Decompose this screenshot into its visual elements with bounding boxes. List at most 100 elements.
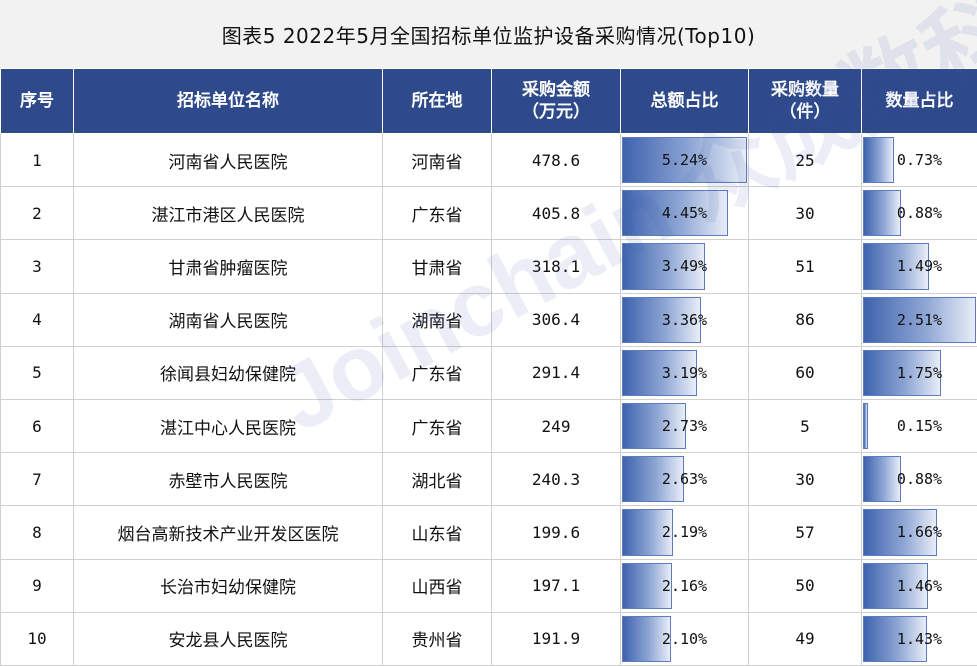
header-quantity-share: 数量占比	[861, 68, 977, 134]
header-index: 序号	[0, 68, 74, 134]
table-row: 10 安龙县人民医院 贵州省 191.9 2.10% 49 1.43%	[0, 611, 977, 666]
bar-label: 3.36%	[661, 310, 708, 329]
cell-amount: 240.3	[491, 452, 621, 507]
cell-quantity-share: 0.15%	[861, 398, 977, 454]
data-bar	[622, 562, 673, 609]
bar-label: 1.49%	[896, 257, 943, 276]
bar-label: 2.10%	[661, 629, 708, 648]
cell-quantity: 57	[748, 505, 862, 560]
bar-label: 0.73%	[896, 151, 943, 170]
cell-hospital-name: 甘肃省肿瘤医院	[73, 239, 383, 294]
cell-amount-share: 2.73%	[620, 398, 749, 454]
data-bar	[622, 615, 671, 662]
cell-location: 广东省	[382, 345, 492, 400]
cell-amount-share: 2.19%	[620, 505, 749, 560]
cell-index: 3	[0, 239, 74, 294]
cell-amount-share: 2.16%	[620, 558, 749, 613]
data-bar	[863, 562, 928, 609]
header-name: 招标单位名称	[73, 68, 383, 134]
data-bar	[863, 349, 942, 396]
data-bar	[863, 243, 930, 290]
cell-amount: 197.1	[491, 558, 621, 613]
data-bar	[622, 349, 698, 396]
header-row: 序号 招标单位名称 所在地 采购金额 （万元） 总额占比 采购数量 （件） 数量…	[0, 68, 977, 134]
cell-quantity: 5	[748, 398, 862, 454]
cell-quantity: 30	[748, 452, 862, 507]
table-title-bar: 图表5 2022年5月全国招标单位监护设备采购情况(Top10)	[0, 0, 977, 68]
bar-label: 1.46%	[896, 576, 943, 595]
cell-amount: 291.4	[491, 345, 621, 400]
cell-amount: 306.4	[491, 292, 621, 347]
data-bar	[622, 243, 705, 290]
cell-hospital-name: 河南省人民医院	[73, 132, 383, 188]
cell-quantity: 30	[748, 186, 862, 241]
cell-index: 2	[0, 186, 74, 241]
cell-location: 贵州省	[382, 611, 492, 666]
cell-amount: 199.6	[491, 505, 621, 560]
cell-hospital-name: 湖南省人民医院	[73, 292, 383, 347]
data-bar	[622, 456, 684, 503]
cell-quantity-share: 0.88%	[861, 452, 977, 507]
cell-location: 湖北省	[382, 452, 492, 507]
cell-hospital-name: 长治市妇幼保健院	[73, 558, 383, 613]
cell-location: 山西省	[382, 558, 492, 613]
data-bar	[622, 402, 687, 450]
data-bar	[863, 296, 976, 343]
cell-amount-share: 3.19%	[620, 345, 749, 400]
cell-location: 广东省	[382, 398, 492, 454]
bar-label: 2.73%	[661, 417, 708, 436]
cell-amount-share: 5.24%	[620, 132, 749, 188]
cell-quantity: 86	[748, 292, 862, 347]
cell-quantity: 50	[748, 558, 862, 613]
header-quantity: 采购数量 （件）	[748, 68, 862, 134]
cell-quantity-share: 1.66%	[861, 505, 977, 560]
bar-label: 2.16%	[661, 576, 708, 595]
cell-hospital-name: 徐闻县妇幼保健院	[73, 345, 383, 400]
bar-label: 1.75%	[896, 363, 943, 382]
table-row: 5 徐闻县妇幼保健院 广东省 291.4 3.19% 60 1.75%	[0, 345, 977, 400]
cell-index: 10	[0, 611, 74, 666]
table-row: 6 湛江中心人民医院 广东省 249 2.73% 5 0.15%	[0, 398, 977, 454]
bar-label: 1.66%	[896, 523, 943, 542]
cell-amount-share: 4.45%	[620, 186, 749, 241]
table-row: 1 河南省人民医院 河南省 478.6 5.24% 25 0.73%	[0, 132, 977, 188]
cell-index: 4	[0, 292, 74, 347]
cell-amount-share: 2.63%	[620, 452, 749, 507]
cell-amount-share: 3.36%	[620, 292, 749, 347]
data-bar	[622, 137, 747, 184]
bar-label: 3.49%	[661, 257, 708, 276]
header-location: 所在地	[382, 68, 492, 134]
cell-quantity: 51	[748, 239, 862, 294]
data-bar	[622, 190, 728, 237]
cell-index: 6	[0, 398, 74, 454]
data-bar	[863, 456, 902, 503]
cell-index: 9	[0, 558, 74, 613]
data-bar	[622, 509, 674, 556]
cell-hospital-name: 赤壁市人民医院	[73, 452, 383, 507]
bar-label: 2.51%	[896, 310, 943, 329]
table-row: 3 甘肃省肿瘤医院 甘肃省 318.1 3.49% 51 1.49%	[0, 239, 977, 294]
cell-amount: 318.1	[491, 239, 621, 294]
cell-quantity: 49	[748, 611, 862, 666]
cell-amount: 478.6	[491, 132, 621, 188]
data-bar	[863, 615, 927, 662]
data-bar	[863, 402, 868, 450]
table-row: 8 烟台高新技术产业开发区医院 山东省 199.6 2.19% 57 1.66%	[0, 505, 977, 560]
bar-label: 1.43%	[896, 629, 943, 648]
cell-hospital-name: 安龙县人民医院	[73, 611, 383, 666]
bar-label: 4.45%	[661, 204, 708, 223]
cell-quantity-share: 1.75%	[861, 345, 977, 400]
header-amount-share: 总额占比	[620, 68, 749, 134]
cell-quantity: 25	[748, 132, 862, 188]
bar-label: 0.88%	[896, 204, 943, 223]
cell-quantity-share: 1.46%	[861, 558, 977, 613]
table-row: 2 湛江市港区人民医院 广东省 405.8 4.45% 30 0.88%	[0, 186, 977, 241]
cell-quantity-share: 0.88%	[861, 186, 977, 241]
cell-index: 7	[0, 452, 74, 507]
header-amount: 采购金额 （万元）	[491, 68, 621, 134]
cell-index: 8	[0, 505, 74, 560]
bar-label: 3.19%	[661, 363, 708, 382]
cell-hospital-name: 湛江中心人民医院	[73, 398, 383, 454]
bar-label: 5.24%	[661, 151, 708, 170]
cell-index: 1	[0, 132, 74, 188]
